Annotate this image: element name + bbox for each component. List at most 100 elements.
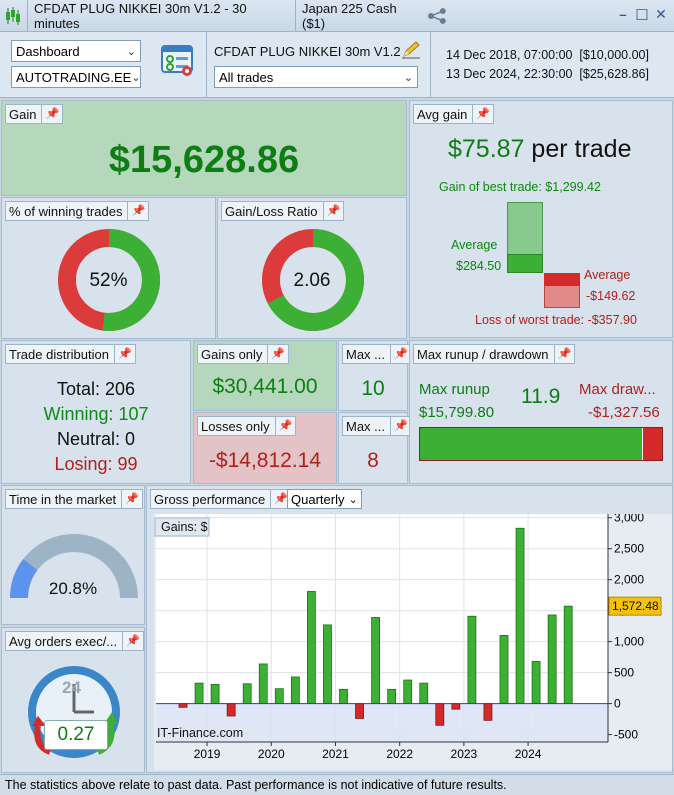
bar-2019-Q4 — [242, 683, 252, 704]
max-wins-title[interactable]: Max ... 📌 — [342, 344, 412, 364]
best-trade-label: Gain of best trade: $1,299.42 — [439, 180, 601, 194]
max-wins-value: 10 — [361, 377, 385, 400]
bar-2019-Q1 — [194, 682, 204, 704]
gains-only-panel: Gains only 📌 $30,441.00 — [193, 340, 337, 411]
runup-title[interactable]: Max runup / drawdown 📌 — [413, 344, 576, 364]
winning-trades: Winning: 107 — [43, 404, 149, 424]
instrument-title[interactable]: Japan 225 Cash ($1) — [296, 0, 454, 32]
x-tick-label: 2019 — [194, 747, 221, 761]
minimize-button[interactable]: – — [619, 7, 627, 22]
pin-icon[interactable]: 📌 — [390, 417, 408, 435]
bar-2024-Q2 — [531, 661, 541, 704]
x-tick-label: 2022 — [386, 747, 413, 761]
pin-icon[interactable]: 📌 — [121, 490, 139, 508]
max-losses-value: 8 — [367, 449, 379, 472]
max-losses-title-label: Max ... — [346, 418, 386, 434]
y-tick-label: 2,000 — [614, 573, 644, 587]
time-in-market-value: 20.8% — [48, 579, 98, 598]
y-tick-label: 2,500 — [614, 542, 644, 556]
time-in-market-title[interactable]: Time in the market 📌 — [5, 489, 143, 509]
trade-distribution-title[interactable]: Trade distribution 📌 — [5, 344, 136, 364]
runup-label: Max runup — [419, 381, 490, 398]
bar-2021-Q2 — [339, 688, 348, 704]
gain-value: $15,628.86 — [108, 139, 300, 181]
trades-select[interactable]: All trades ⌄ — [214, 66, 418, 88]
edit-pencil-icon[interactable] — [400, 40, 422, 60]
winning-pct-value: 52% — [89, 270, 128, 291]
pin-icon[interactable]: 📌 — [553, 345, 571, 363]
losing-trades: Losing: 99 — [54, 454, 138, 474]
pin-icon[interactable]: 📌 — [472, 105, 490, 123]
chart-title: Gains: $ — [161, 520, 208, 534]
chart-watermark: IT-Finance.com — [157, 726, 243, 740]
max-wins-title-label: Max ... — [346, 346, 386, 362]
max-consecutive-losses-panel: Max ... 📌 8 — [338, 412, 412, 484]
share-icon[interactable] — [426, 7, 448, 25]
pin-icon[interactable]: 📌 — [41, 105, 59, 123]
max-losses-title[interactable]: Max ... 📌 — [342, 416, 412, 436]
gain-title-label: Gain — [9, 106, 37, 122]
gross-performance-title[interactable]: Gross performance 📌 — [150, 489, 292, 509]
bar-2024-Q3 — [547, 614, 557, 704]
gain-title[interactable]: Gain 📌 — [5, 104, 64, 124]
y-tick-label: 500 — [614, 666, 634, 680]
neutral-trades: Neutral: 0 — [56, 429, 136, 449]
winning-pct-title-label: % of winning trades — [9, 203, 123, 219]
bar-2023-Q4 — [499, 635, 509, 704]
winning-pct-donut — [58, 229, 160, 331]
avg-orders-value: 0.27 — [44, 720, 108, 750]
x-tick-label: 2020 — [258, 747, 285, 761]
y-tick-label: 1,000 — [614, 635, 644, 649]
bar-2022-Q1 — [387, 688, 397, 704]
y-tick-label: -500 — [614, 728, 638, 742]
y-tick-label: 0 — [614, 697, 621, 711]
pin-icon[interactable]: 📌 — [113, 345, 132, 363]
pin-icon[interactable]: 📌 — [322, 202, 340, 220]
pin-icon[interactable]: 📌 — [267, 345, 285, 363]
dashboard-settings-icon[interactable] — [160, 42, 196, 78]
worst-trade-label: Loss of worst trade: -$357.90 — [475, 313, 637, 327]
avg-gain-title[interactable]: Avg gain 📌 — [413, 104, 495, 124]
pin-icon[interactable]: 📌 — [274, 417, 292, 435]
disclaimer-footer: The statistics above relate to past data… — [0, 774, 674, 795]
time-in-market-title-label: Time in the market — [9, 491, 117, 507]
bar-2021-Q3 — [355, 703, 364, 719]
maximize-button[interactable]: ☐ — [635, 7, 649, 24]
bar-2020-Q4 — [306, 591, 316, 704]
title-bar: CFDAT PLUG NIKKEI 30m V1.2 - 30 minutes … — [0, 0, 674, 32]
close-button[interactable]: ✕ — [655, 6, 667, 22]
time-in-market-panel: Time in the market 📌 20.8% — [1, 485, 145, 625]
runup-title-label: Max runup / drawdown — [417, 346, 549, 362]
avg-orders-panel: Avg orders exec/... 📌 24 0.27 — [1, 627, 145, 773]
view-select[interactable]: Dashboard ⌄ — [11, 40, 141, 62]
runup-drawdown-panel: Max runup / drawdown 📌 Max runup $15,799.… — [409, 340, 673, 484]
winning-pct-panel: % of winning trades 📌 52% — [1, 197, 216, 339]
gains-only-title[interactable]: Gains only 📌 — [197, 344, 290, 364]
pin-icon[interactable]: 📌 — [270, 490, 288, 508]
avg-orders-title[interactable]: Avg orders exec/... 📌 — [5, 631, 144, 651]
last-value-label: 1,572.48 — [612, 599, 659, 613]
drawdown-value: -$1,327.56 — [588, 404, 660, 421]
account-select[interactable]: AUTOTRADING.EE ⌄ — [11, 66, 141, 88]
x-tick-label: 2024 — [515, 747, 542, 761]
bar-2019-Q2 — [210, 683, 220, 704]
gain-loss-title[interactable]: Gain/Loss Ratio 📌 — [221, 201, 345, 221]
gross-performance-panel: Gross performance 📌 Quarterly ⌄ 3,000 2,500… — [146, 485, 673, 773]
trades-select-value: All trades — [219, 69, 274, 85]
period-start: 14 Dec 2018, 07:00:00 [$10,000.00] — [446, 48, 649, 62]
pin-icon[interactable]: 📌 — [390, 345, 408, 363]
avg-pos-label: Average — [451, 238, 498, 252]
trade-distribution-panel: Trade distribution 📌 Total: 206 Winning: … — [1, 340, 191, 484]
bar-2024-Q1 — [515, 527, 525, 704]
avg-gain-value: $75.87 — [448, 135, 525, 163]
avg-pos-value: $284.50 — [456, 259, 502, 273]
pin-icon[interactable]: 📌 — [127, 202, 145, 220]
gain-loss-value: 2.06 — [293, 270, 331, 291]
winning-pct-title[interactable]: % of winning trades 📌 — [5, 201, 150, 221]
period-select[interactable]: Quarterly ⌄ — [287, 489, 362, 509]
bar-2018-Q4 — [178, 703, 188, 708]
pin-icon[interactable]: 📌 — [122, 632, 140, 650]
losses-only-title[interactable]: Losses only 📌 — [197, 416, 297, 436]
bar-2022-Q4 — [435, 703, 445, 726]
period-end: 13 Dec 2024, 22:30:00 [$25,628.86] — [446, 67, 649, 81]
